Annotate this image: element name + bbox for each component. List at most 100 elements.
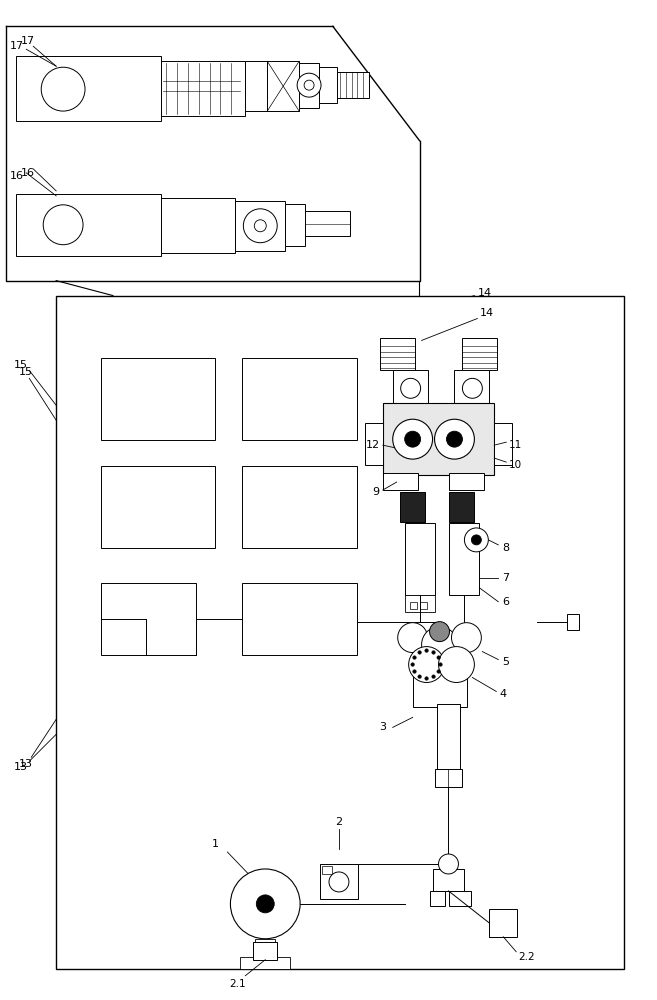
Polygon shape [420, 707, 459, 734]
Bar [383, 403, 494, 475]
Circle shape [409, 647, 445, 682]
Bar [434, 769, 463, 787]
Bar [101, 466, 215, 548]
Circle shape [413, 670, 417, 673]
Circle shape [418, 651, 421, 654]
Text: 13: 13 [19, 759, 34, 769]
Bar [449, 523, 480, 595]
Text: 15: 15 [19, 367, 34, 377]
Circle shape [432, 675, 436, 678]
Circle shape [471, 535, 482, 545]
Circle shape [43, 205, 83, 245]
Circle shape [439, 663, 442, 666]
Text: 5: 5 [502, 657, 509, 667]
Text: 3: 3 [379, 722, 386, 732]
Circle shape [393, 419, 432, 459]
Bar [380, 338, 415, 370]
Circle shape [451, 623, 482, 653]
Circle shape [243, 209, 277, 243]
Circle shape [329, 872, 349, 892]
Text: 8: 8 [502, 543, 509, 553]
Bar [320, 864, 358, 899]
Bar [405, 595, 434, 612]
Bar [405, 523, 434, 595]
Circle shape [297, 73, 321, 97]
Bar [305, 211, 350, 236]
Bar [56, 296, 623, 969]
Circle shape [437, 656, 440, 659]
Circle shape [418, 675, 421, 678]
Text: 1: 1 [212, 839, 219, 849]
Circle shape [464, 528, 488, 552]
Circle shape [437, 670, 440, 673]
Text: 7: 7 [502, 573, 509, 583]
Circle shape [256, 895, 274, 913]
Circle shape [438, 647, 474, 682]
Bar [161, 198, 235, 253]
Circle shape [304, 80, 314, 90]
Bar [16, 56, 161, 121]
Bar [463, 338, 497, 370]
Bar [256, 939, 275, 957]
Circle shape [405, 431, 420, 447]
Bar [242, 358, 357, 440]
Bar [267, 61, 299, 111]
Bar [365, 423, 383, 465]
Bar [161, 61, 245, 116]
Bar [242, 466, 357, 548]
Text: 16: 16 [9, 171, 24, 181]
Text: 17: 17 [21, 36, 35, 46]
Circle shape [413, 656, 417, 659]
Circle shape [434, 419, 474, 459]
Text: 13: 13 [13, 762, 28, 772]
Bar [393, 370, 428, 405]
Bar [449, 473, 484, 490]
Text: 2.2: 2.2 [518, 952, 535, 962]
Bar [322, 866, 332, 874]
Bar [299, 63, 319, 108]
Circle shape [432, 651, 436, 654]
Text: 17: 17 [9, 41, 24, 51]
Bar [337, 72, 369, 98]
Bar [235, 201, 285, 251]
Bar [242, 583, 357, 655]
Bar [449, 891, 471, 906]
Circle shape [463, 378, 482, 398]
Text: 14: 14 [480, 308, 493, 318]
Bar [101, 583, 196, 655]
Circle shape [254, 220, 266, 232]
Circle shape [425, 649, 428, 652]
Bar [420, 602, 426, 609]
Bar [101, 358, 215, 440]
Circle shape [438, 854, 459, 874]
Text: 12: 12 [366, 440, 380, 450]
Text: 2: 2 [335, 817, 342, 827]
Text: 6: 6 [502, 597, 509, 607]
Bar [567, 614, 579, 630]
Bar [254, 942, 277, 960]
Circle shape [430, 622, 449, 642]
Text: 10: 10 [509, 460, 522, 470]
Bar [399, 492, 424, 522]
Bar [436, 704, 461, 769]
Bar [432, 869, 464, 891]
Bar [489, 909, 517, 937]
Bar [410, 602, 417, 609]
Text: 11: 11 [509, 440, 522, 450]
Bar [430, 891, 445, 906]
Bar [240, 957, 290, 969]
Text: 9: 9 [373, 487, 380, 497]
Text: 2.1: 2.1 [229, 979, 246, 989]
Bar [285, 204, 305, 246]
Bar [455, 370, 489, 405]
Circle shape [231, 869, 300, 939]
Bar [413, 670, 467, 707]
Circle shape [422, 627, 457, 663]
Bar [319, 67, 337, 103]
Text: 15: 15 [13, 360, 28, 370]
Text: 4: 4 [499, 689, 507, 699]
Bar [449, 492, 474, 522]
Circle shape [447, 431, 463, 447]
Circle shape [411, 663, 415, 666]
Bar [494, 423, 512, 465]
